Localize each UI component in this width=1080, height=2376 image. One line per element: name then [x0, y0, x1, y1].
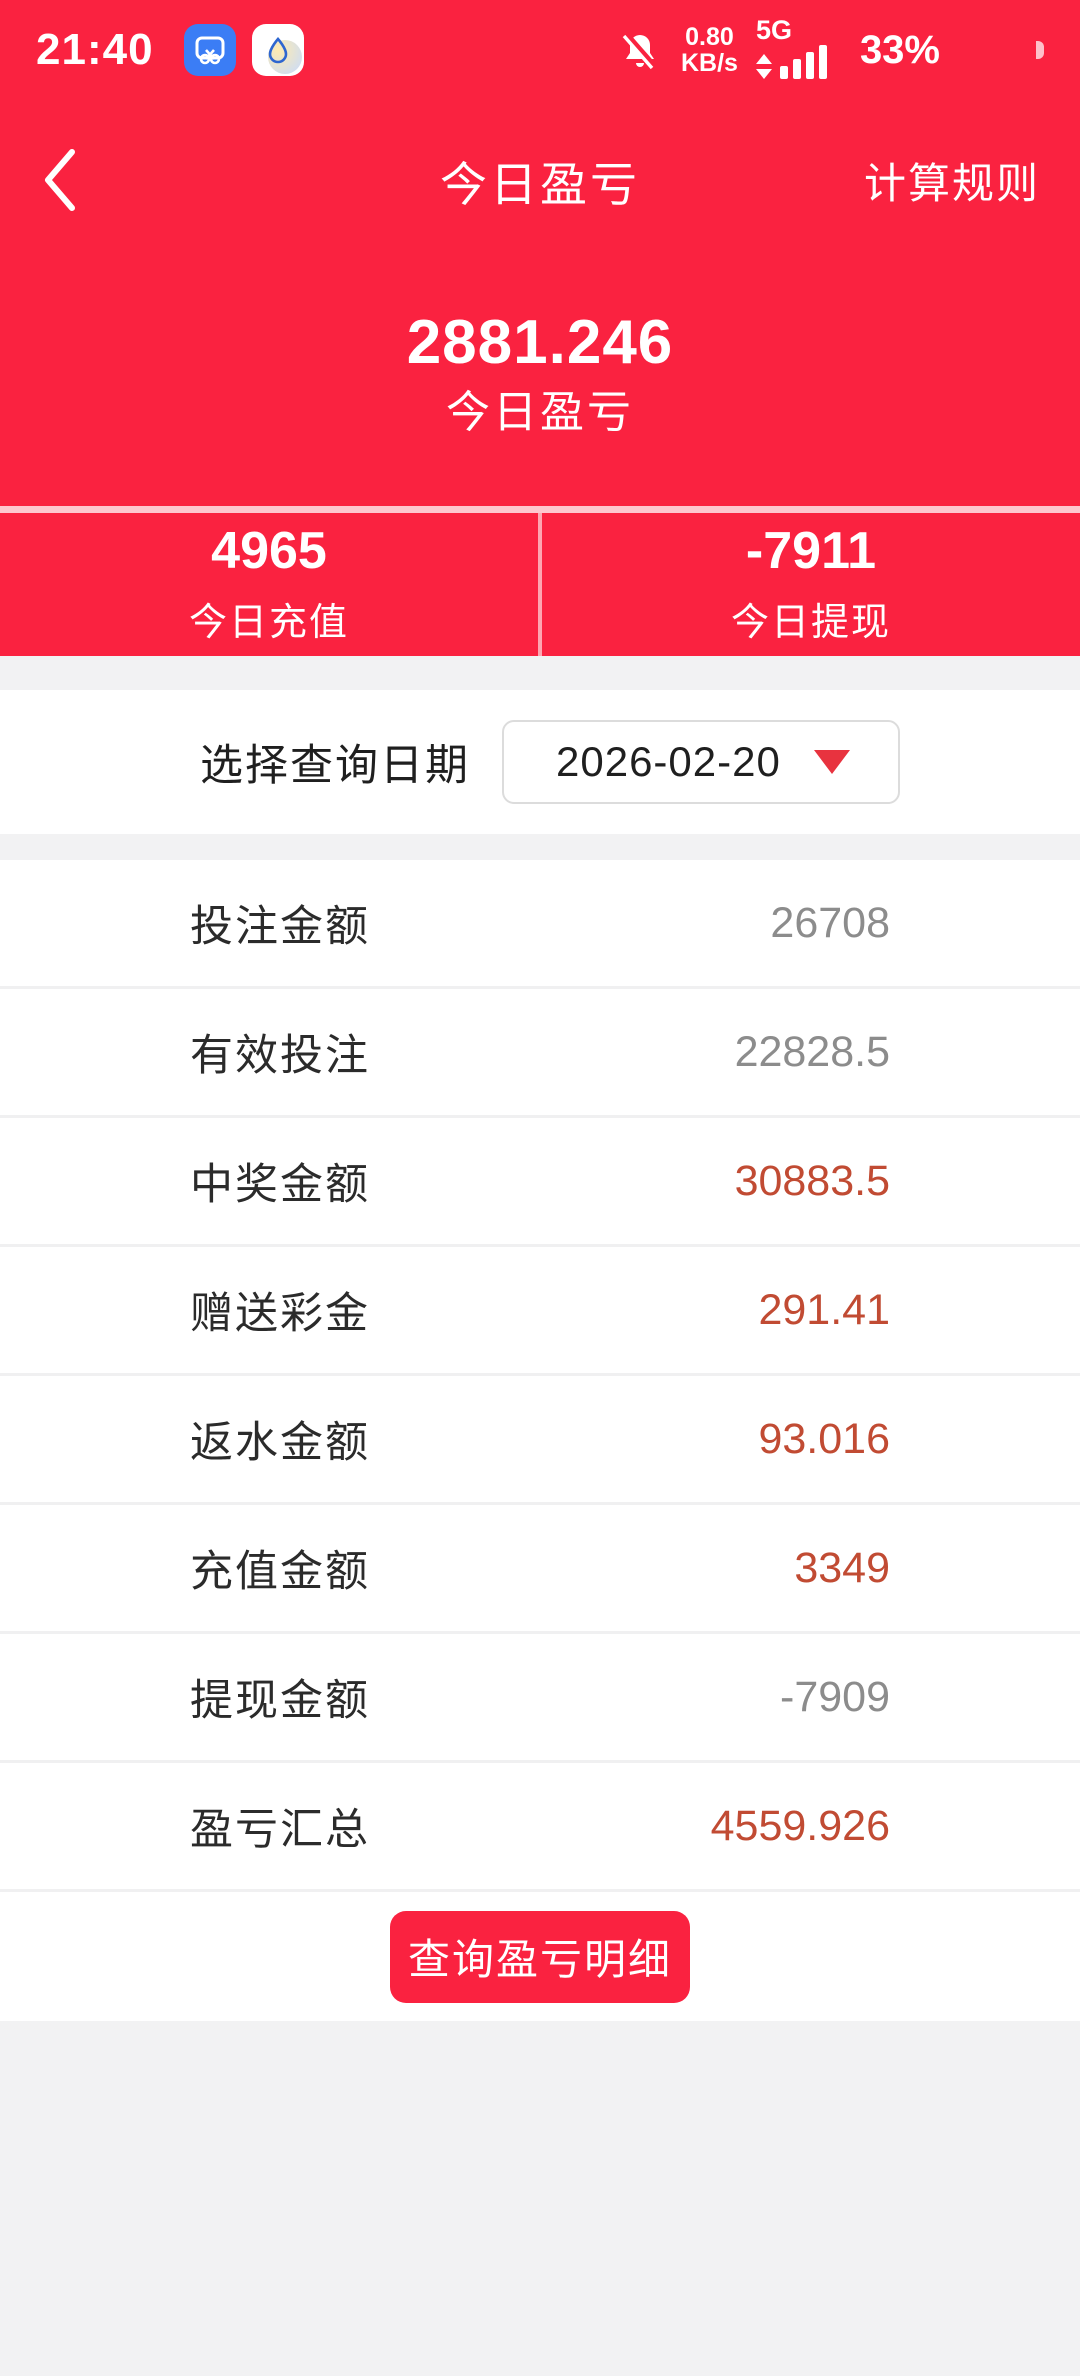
footer-background [0, 2021, 1080, 2376]
section-gap [0, 656, 1080, 690]
calculation-rules-link[interactable]: 计算规则 [863, 159, 1040, 207]
table-row-bet-amount: 投注金额 26708 [0, 860, 1080, 989]
status-bar-right: 0.80 KB/s 5G 33% [617, 15, 1044, 83]
today-withdraw-value: -7911 [745, 522, 877, 580]
summary-strip: 4965 今日充值 -7911 今日提现 [0, 513, 1080, 656]
table-row-deposit: 充值金额 3349 [0, 1505, 1080, 1634]
scissors-icon [195, 36, 225, 65]
battery-percent: 33% [859, 27, 940, 72]
row-label: 充值金额 [190, 1548, 370, 1596]
back-button[interactable] [40, 140, 100, 220]
screenshot-app-icon [183, 24, 236, 76]
today-withdraw-label: 今日提现 [730, 602, 891, 644]
red-header-block: 21:40 [0, 0, 1080, 656]
row-value: 4559.926 [710, 1801, 890, 1850]
notifications-muted-icon [617, 27, 663, 73]
row-value: -7909 [780, 1672, 890, 1721]
date-select[interactable]: 2026-02-20 [502, 720, 900, 804]
row-value: 22828.5 [734, 1027, 890, 1076]
row-value: 93.016 [758, 1414, 890, 1463]
button-row: 查询盈亏明细 [0, 1892, 1080, 2021]
cellular-signal: 5G [755, 15, 842, 83]
date-picker-row: 选择查询日期 2026-02-20 [0, 690, 1080, 834]
hero-divider [0, 506, 1080, 513]
today-profit-amount: 2881.246 [406, 308, 674, 377]
today-deposit-cell: 4965 今日充值 [0, 513, 538, 656]
nav-bar: 今日盈亏 计算规则 [0, 100, 1080, 260]
date-select-value: 2026-02-20 [556, 738, 781, 785]
table-row-bonus: 赠送彩金 291.41 [0, 1247, 1080, 1376]
network-speed-value: 0.80 [685, 22, 734, 51]
row-value: 26708 [770, 898, 890, 947]
table-row-rebate: 返水金额 93.016 [0, 1376, 1080, 1505]
table-row-withdrawal: 提现金额 -7909 [0, 1634, 1080, 1763]
network-speed-unit: KB/s [680, 49, 738, 77]
weather-app-icon [251, 24, 304, 76]
clock: 21:40 [36, 25, 154, 74]
signal-bars-icon [779, 45, 827, 79]
row-label: 提现金额 [190, 1677, 370, 1725]
network-type-label: 5G [755, 15, 792, 45]
data-updown-arrows-icon [755, 54, 772, 79]
today-profit-label: 今日盈亏 [446, 388, 634, 437]
row-label: 中奖金额 [190, 1161, 370, 1209]
row-label: 盈亏汇总 [190, 1806, 370, 1854]
row-label: 赠送彩金 [190, 1290, 370, 1338]
caret-down-icon [814, 750, 850, 774]
row-value: 30883.5 [734, 1156, 890, 1205]
row-label: 投注金额 [190, 903, 370, 951]
status-bar: 21:40 [0, 0, 1080, 100]
table-row-total: 盈亏汇总 4559.926 [0, 1763, 1080, 1892]
today-withdraw-cell: -7911 今日提现 [542, 513, 1080, 656]
summary-divider [538, 513, 542, 656]
row-label: 返水金额 [190, 1419, 370, 1467]
battery-icon [958, 28, 1044, 72]
section-gap [0, 834, 1080, 860]
today-deposit-value: 4965 [211, 522, 327, 580]
date-picker-label: 选择查询日期 [200, 742, 470, 790]
row-value: 3349 [794, 1543, 890, 1592]
row-value: 291.41 [758, 1285, 890, 1334]
network-speed: 0.80 KB/s [680, 22, 738, 77]
table-row-valid-bet: 有效投注 22828.5 [0, 989, 1080, 1118]
chevron-left-icon [45, 149, 75, 211]
water-drop-icon [268, 37, 287, 64]
today-deposit-label: 今日充值 [188, 602, 349, 644]
query-profit-detail-button[interactable]: 查询盈亏明细 [390, 1910, 690, 2003]
row-label: 有效投注 [190, 1032, 370, 1080]
profit-table: 投注金额 26708 有效投注 22828.5 中奖金额 30883.5 赠送彩… [0, 860, 1080, 1892]
table-row-winnings: 中奖金额 30883.5 [0, 1118, 1080, 1247]
profit-hero: 2881.246 今日盈亏 [0, 260, 1080, 506]
